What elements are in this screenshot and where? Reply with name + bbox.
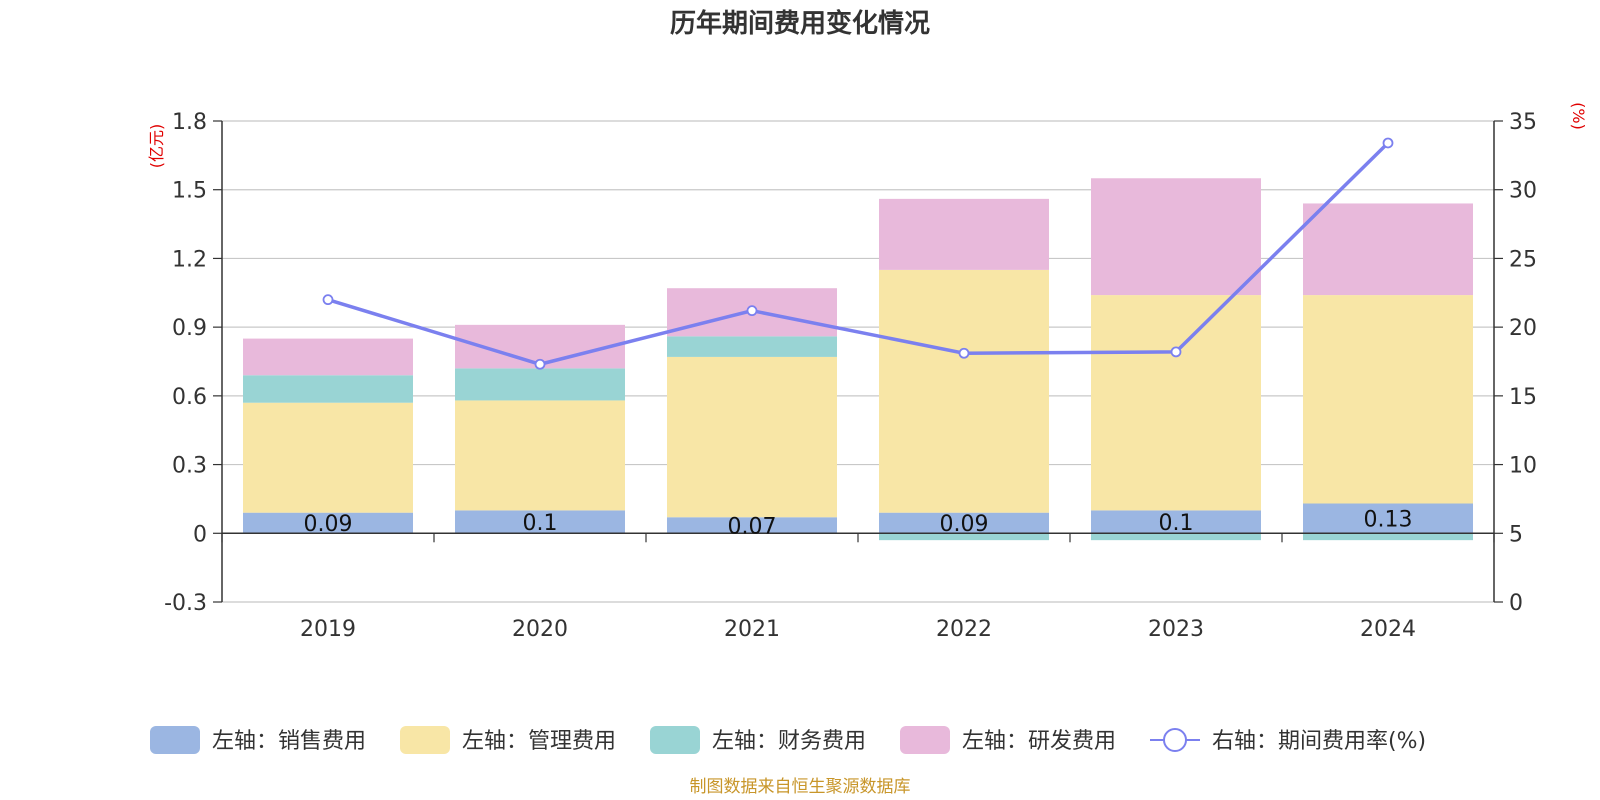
legend-swatch [650,726,700,754]
x-tick-label: 2021 [724,617,780,642]
legend-marker [1163,728,1187,752]
bar-segment [1091,295,1261,511]
left-tick-label: 1.5 [172,179,207,204]
bar-segment [1091,533,1261,541]
source-note: 制图数据来自恒生聚源数据库 [690,777,911,797]
legend-swatch [150,726,200,754]
left-tick-label: 0.3 [172,454,207,479]
bar-segment [667,336,837,357]
left-tick-label: 1.8 [172,110,207,135]
right-tick-label: 20 [1509,316,1537,341]
x-tick-label: 2019 [300,617,356,642]
legend-label: 左轴：研发费用 [962,729,1116,754]
bar-segment [1303,533,1473,541]
rate-line-path [327,141,1390,367]
bar-segment [879,269,1049,513]
legend-label: 左轴：管理费用 [462,729,616,754]
right-tick-label: 0 [1509,591,1523,616]
bar-segment [879,533,1049,541]
data-label: 0.09 [940,512,989,537]
x-tick-label: 2020 [512,617,568,642]
bar-segment [455,368,625,401]
rate-point [746,305,758,317]
legend-swatch [400,726,450,754]
bar-segment [243,375,413,403]
rate-point [958,347,970,359]
bar-segment [1303,295,1473,504]
legend-label: 左轴：财务费用 [712,729,866,754]
chart-title: 历年期间费用变化情况 [670,8,930,39]
bar-segment [243,338,413,376]
x-tick-label: 2024 [1360,617,1416,642]
left-tick-label: 0 [193,522,207,547]
bar-segment [243,512,413,534]
left-tick-label: 0.9 [172,316,207,341]
data-label: 0.1 [523,511,558,536]
data-label: 0.13 [1364,507,1413,532]
bar-segment [1303,503,1473,534]
rate-point [1382,137,1394,149]
bar-segment [243,402,413,513]
rate-point [322,294,334,306]
left-axis-unit: (亿元) [147,124,166,169]
grid-lines [222,120,1494,603]
bar-layer [243,178,1473,541]
left-tick-label: 0.6 [172,385,207,410]
legend-label: 左轴：销售费用 [212,729,366,754]
bar-segment [1303,203,1473,296]
x-tick-label: 2022 [936,617,992,642]
right-tick-label: 35 [1509,110,1537,135]
rate-point [534,358,546,370]
right-tick-label: 15 [1509,385,1537,410]
data-label: 0.07 [728,514,777,539]
left-tick-label: 1.2 [172,247,207,272]
bar-segment [879,198,1049,270]
bar-segment [1091,510,1261,534]
data-label: 0.09 [304,512,353,537]
right-tick-label: 25 [1509,247,1537,272]
bar-segment [667,517,837,534]
legend: 左轴：销售费用 左轴：管理费用 左轴：财务费用 左轴：研发费用 右轴：期间费用率(%) [150,726,1426,754]
data-label: 0.1 [1159,511,1194,536]
bar-segment [455,400,625,511]
rate-line [322,137,1394,370]
right-tick-label: 10 [1509,454,1537,479]
bar-segment [667,356,837,518]
bar-segment [455,510,625,534]
legend-swatch [900,726,950,754]
data-labels: 0.09 0.1 0.07 0.09 0.1 0.13 [304,507,1413,539]
left-tick-label: -0.3 [164,591,207,616]
right-tick-label: 5 [1509,522,1523,547]
rate-point [1170,346,1182,358]
axes: 1.8 1.5 1.2 0.9 0.6 0.3 0 -0.3 35 30 25 20 15 10 5 0 201… [164,110,1537,642]
x-tick-label: 2023 [1148,617,1204,642]
bar-segment [879,512,1049,534]
legend-label: 右轴：期间费用率(%) [1212,729,1426,754]
right-axis-unit: (%) [1569,102,1588,130]
bar-segment [1091,178,1261,296]
right-tick-label: 30 [1509,179,1537,204]
